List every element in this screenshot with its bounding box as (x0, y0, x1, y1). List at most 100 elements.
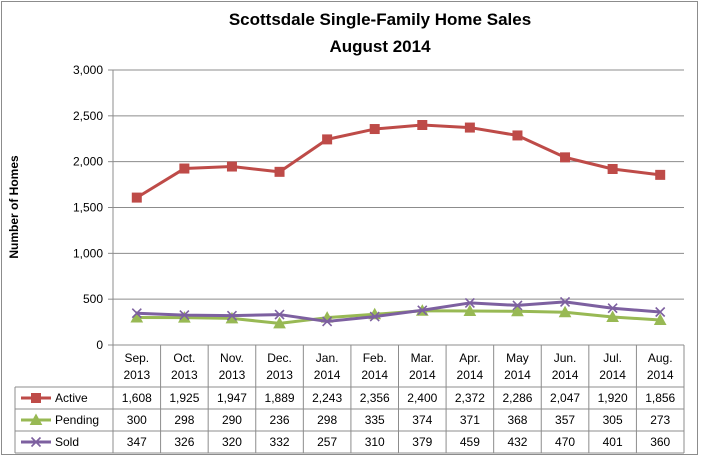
table-cell-sold: 360 (650, 435, 670, 449)
table-cell-pending: 368 (507, 413, 527, 427)
table-cell-sold: 257 (317, 435, 337, 449)
table-cell-pending: 273 (650, 413, 670, 427)
marker-active-point (226, 161, 237, 172)
x-tick-label-year: 2014 (599, 368, 626, 382)
y-tick-label: 1,500 (73, 201, 103, 215)
marker-active-point (417, 120, 428, 130)
y-tick-label: 0 (96, 338, 103, 352)
x-tick-label-month: Sep. (124, 351, 149, 365)
table-cell-sold: 470 (555, 435, 575, 449)
x-tick-label-month: Jul. (603, 351, 622, 365)
legend-label-active: Active (55, 391, 88, 405)
table-cell-active: 1,925 (169, 391, 199, 405)
chart-title-line2: August 2014 (329, 37, 431, 56)
chart-title-line1: Scottsdale Single-Family Home Sales (229, 10, 531, 29)
marker-sold-point (369, 311, 380, 322)
x-tick-label-month: Jan. (316, 351, 339, 365)
data-table: Sep. 2013 Oct. 2013 Nov. 2013 Dec. 2013 Jan. 2014… (14, 345, 685, 454)
marker-legend-active (31, 393, 41, 403)
x-tick-label-year: 2014 (409, 368, 436, 382)
table-cell-active: 2,372 (455, 391, 485, 405)
table-cell-pending: 298 (174, 413, 194, 427)
marker-pending-point (606, 310, 619, 323)
table-cell-active: 1,608 (122, 391, 152, 405)
x-tick-label-month: Aug. (648, 351, 673, 365)
marker-sold-point (322, 316, 333, 327)
marker-sold-point (559, 296, 571, 307)
table-cell-active: 1,920 (598, 391, 628, 405)
series-lines (130, 120, 667, 329)
x-tick-label-month: Oct. (173, 351, 195, 365)
x-tick-label-month: Dec. (267, 351, 292, 365)
x-tick-label-year: 2013 (171, 368, 198, 382)
table-cell-pending: 236 (270, 413, 290, 427)
marker-active-point (369, 124, 380, 135)
table-cell-active: 1,856 (645, 391, 675, 405)
marker-pending-point (463, 304, 477, 316)
x-tick-label-month: May (506, 351, 529, 365)
table-cell-sold: 310 (365, 435, 385, 449)
y-axis-label: Number of Homes (7, 155, 21, 259)
marker-sold-point (417, 305, 428, 316)
legend-label-sold: Sold (55, 435, 79, 449)
table-cell-active: 2,243 (312, 391, 342, 405)
table-cell-pending: 371 (460, 413, 480, 427)
table-cell-active: 2,356 (360, 391, 390, 405)
marker-active-point (179, 163, 190, 174)
table-cell-pending: 335 (365, 413, 385, 427)
x-tick-label-year: 2013 (266, 368, 293, 382)
marker-active-point (512, 130, 523, 141)
marker-pending-point (558, 305, 572, 318)
y-tick-label: 2,500 (73, 109, 103, 123)
marker-pending-point (653, 313, 667, 325)
gridlines (108, 69, 684, 346)
y-tick-label: 3,000 (73, 63, 103, 77)
table-cell-active: 1,889 (265, 391, 295, 405)
x-tick-label-year: 2014 (457, 368, 484, 382)
table-cell-active: 2,400 (407, 391, 437, 405)
y-axis-ticks: 0 500 1,000 1,500 2,000 2,500 3,000 (73, 63, 103, 352)
y-tick-label: 500 (83, 292, 103, 306)
table-cell-sold: 326 (174, 435, 194, 449)
marker-sold-point (179, 310, 190, 321)
table-cell-pending: 305 (603, 413, 623, 427)
table-cell-sold: 320 (222, 435, 242, 449)
marker-sold-point (607, 303, 618, 314)
x-tick-label-month: Mar. (411, 351, 434, 365)
table-cell-pending: 374 (412, 413, 432, 427)
table-cell-pending: 298 (317, 413, 337, 427)
marker-active-point (560, 152, 571, 163)
marker-sold-point (274, 309, 285, 320)
x-tick-label-year: 2014 (504, 368, 531, 382)
marker-sold-point (226, 310, 238, 321)
marker-active-point (607, 164, 618, 174)
table-cell-pending: 357 (555, 413, 575, 427)
marker-legend-sold (30, 436, 42, 448)
marker-active-point (322, 134, 333, 145)
table-cell-pending: 290 (222, 413, 242, 427)
marker-pending-point (511, 304, 524, 317)
table-cell-sold: 379 (412, 435, 432, 449)
series-line-sold (136, 300, 661, 323)
table-cell-sold: 347 (127, 435, 147, 449)
x-tick-label-year: 2014 (314, 368, 341, 382)
x-tick-label-month: Jun. (554, 351, 577, 365)
table-cell-sold: 332 (270, 435, 290, 449)
x-tick-label-year: 2013 (123, 368, 150, 382)
table-cell-active: 1,947 (217, 391, 247, 405)
x-tick-label-year: 2014 (361, 368, 388, 382)
series-line-active (136, 123, 661, 199)
x-tick-label-month: Nov. (220, 351, 244, 365)
table-cell-active: 2,286 (502, 391, 532, 405)
marker-pending-point (273, 316, 286, 329)
marker-sold-point (464, 297, 475, 308)
legend-label-pending: Pending (55, 413, 99, 427)
table-cell-sold: 401 (603, 435, 623, 449)
y-tick-label: 1,000 (73, 246, 103, 260)
y-tick-label: 2,000 (73, 155, 103, 169)
x-tick-label-year: 2014 (647, 368, 674, 382)
marker-active-point (274, 166, 285, 177)
x-tick-label-month: Apr. (459, 351, 480, 365)
